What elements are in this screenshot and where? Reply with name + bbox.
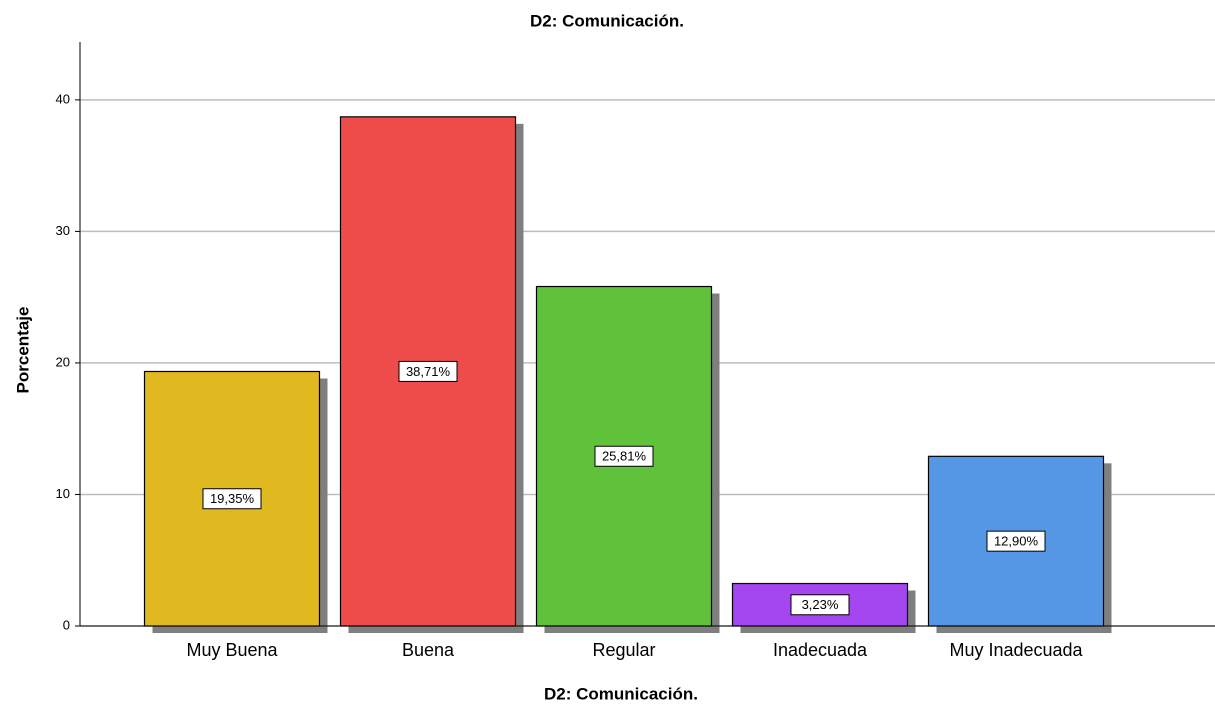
value-label-box: [594, 445, 654, 467]
y-tick-label: 0: [63, 617, 70, 632]
value-label: 19,35%: [210, 491, 255, 506]
x-tick-label: Inadecuada: [773, 640, 868, 660]
x-tick-label: Muy Buena: [186, 640, 278, 660]
x-tick-label: Buena: [402, 640, 455, 660]
value-label-box: [202, 488, 262, 510]
x-tick-label: Muy Inadecuada: [949, 640, 1083, 660]
chart-title: D2: Comunicación.: [530, 11, 684, 30]
value-label-box: [398, 360, 458, 382]
y-tick-label: 20: [56, 354, 70, 369]
value-label: 3,23%: [802, 597, 839, 612]
y-tick-label: 10: [56, 486, 70, 501]
value-label: 38,71%: [406, 364, 451, 379]
y-tick-label: 40: [56, 91, 70, 106]
x-axis-label: D2: Comunicación.: [544, 684, 698, 703]
value-label-box: [790, 594, 850, 616]
x-tick-label: Regular: [592, 640, 655, 660]
y-axis-label: Porcentaje: [13, 307, 32, 394]
value-label-box: [986, 530, 1046, 552]
value-label: 12,90%: [994, 534, 1039, 549]
value-label: 25,81%: [602, 449, 647, 464]
y-tick-label: 30: [56, 223, 70, 238]
